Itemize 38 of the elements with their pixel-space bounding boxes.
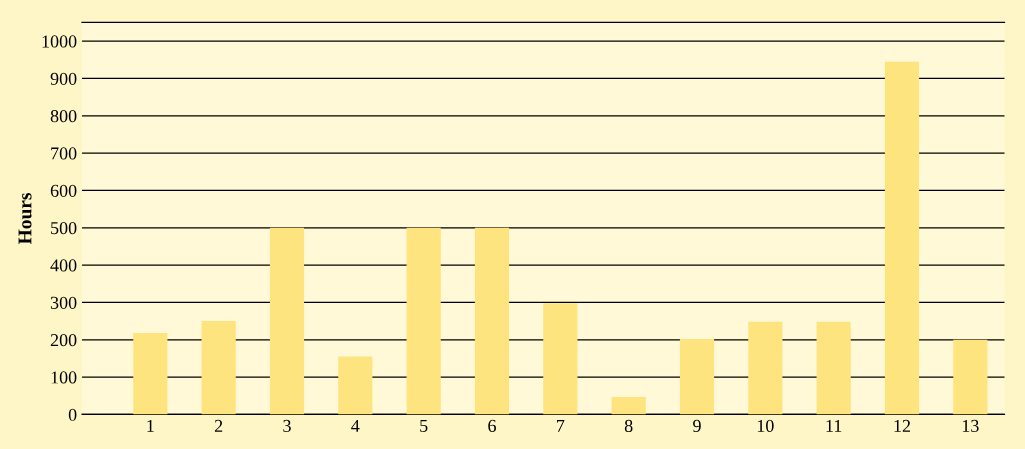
x-tick-label: 4 — [351, 419, 360, 432]
x-tick-label: 9 — [693, 419, 701, 432]
y-tick-label: 600 — [50, 184, 77, 197]
x-tick-label: 10 — [757, 419, 774, 432]
bar — [269, 227, 305, 415]
bar — [543, 303, 578, 415]
y-tick-label: 200 — [50, 334, 77, 347]
x-tick-label: 11 — [826, 419, 842, 432]
bar — [816, 321, 851, 415]
bar — [406, 227, 441, 415]
bar — [953, 339, 988, 415]
x-tick-label: 6 — [488, 419, 496, 432]
x-tick-label: 5 — [420, 419, 428, 432]
y-tick-label: 500 — [51, 222, 77, 235]
bar — [338, 356, 373, 415]
x-tick-label: 1 — [147, 419, 154, 432]
x-tick-label: 13 — [962, 419, 979, 432]
bar — [679, 339, 715, 415]
y-tick-label: 900 — [50, 72, 77, 85]
bar — [884, 61, 920, 415]
x-tick-label: 8 — [624, 419, 633, 432]
bar — [201, 321, 236, 415]
y-tick-label: 1000 — [42, 35, 77, 48]
bar — [611, 396, 646, 415]
x-tick-label: 12 — [894, 419, 911, 432]
x-tick-label: 3 — [283, 419, 291, 432]
y-tick-label: 700 — [51, 147, 77, 160]
bar — [748, 321, 783, 415]
x-tick-label: 2 — [214, 419, 223, 432]
bar — [133, 333, 168, 415]
x-tick-label: 7 — [557, 419, 565, 432]
y-tick-label: 0 — [68, 408, 77, 421]
y-tick-label: 100 — [51, 371, 77, 384]
y-axis-title: Hours — [18, 192, 32, 245]
bar — [474, 227, 510, 415]
y-tick-label: 300 — [50, 296, 77, 309]
y-tick-label: 800 — [50, 110, 77, 123]
y-tick-label: 400 — [50, 259, 77, 272]
